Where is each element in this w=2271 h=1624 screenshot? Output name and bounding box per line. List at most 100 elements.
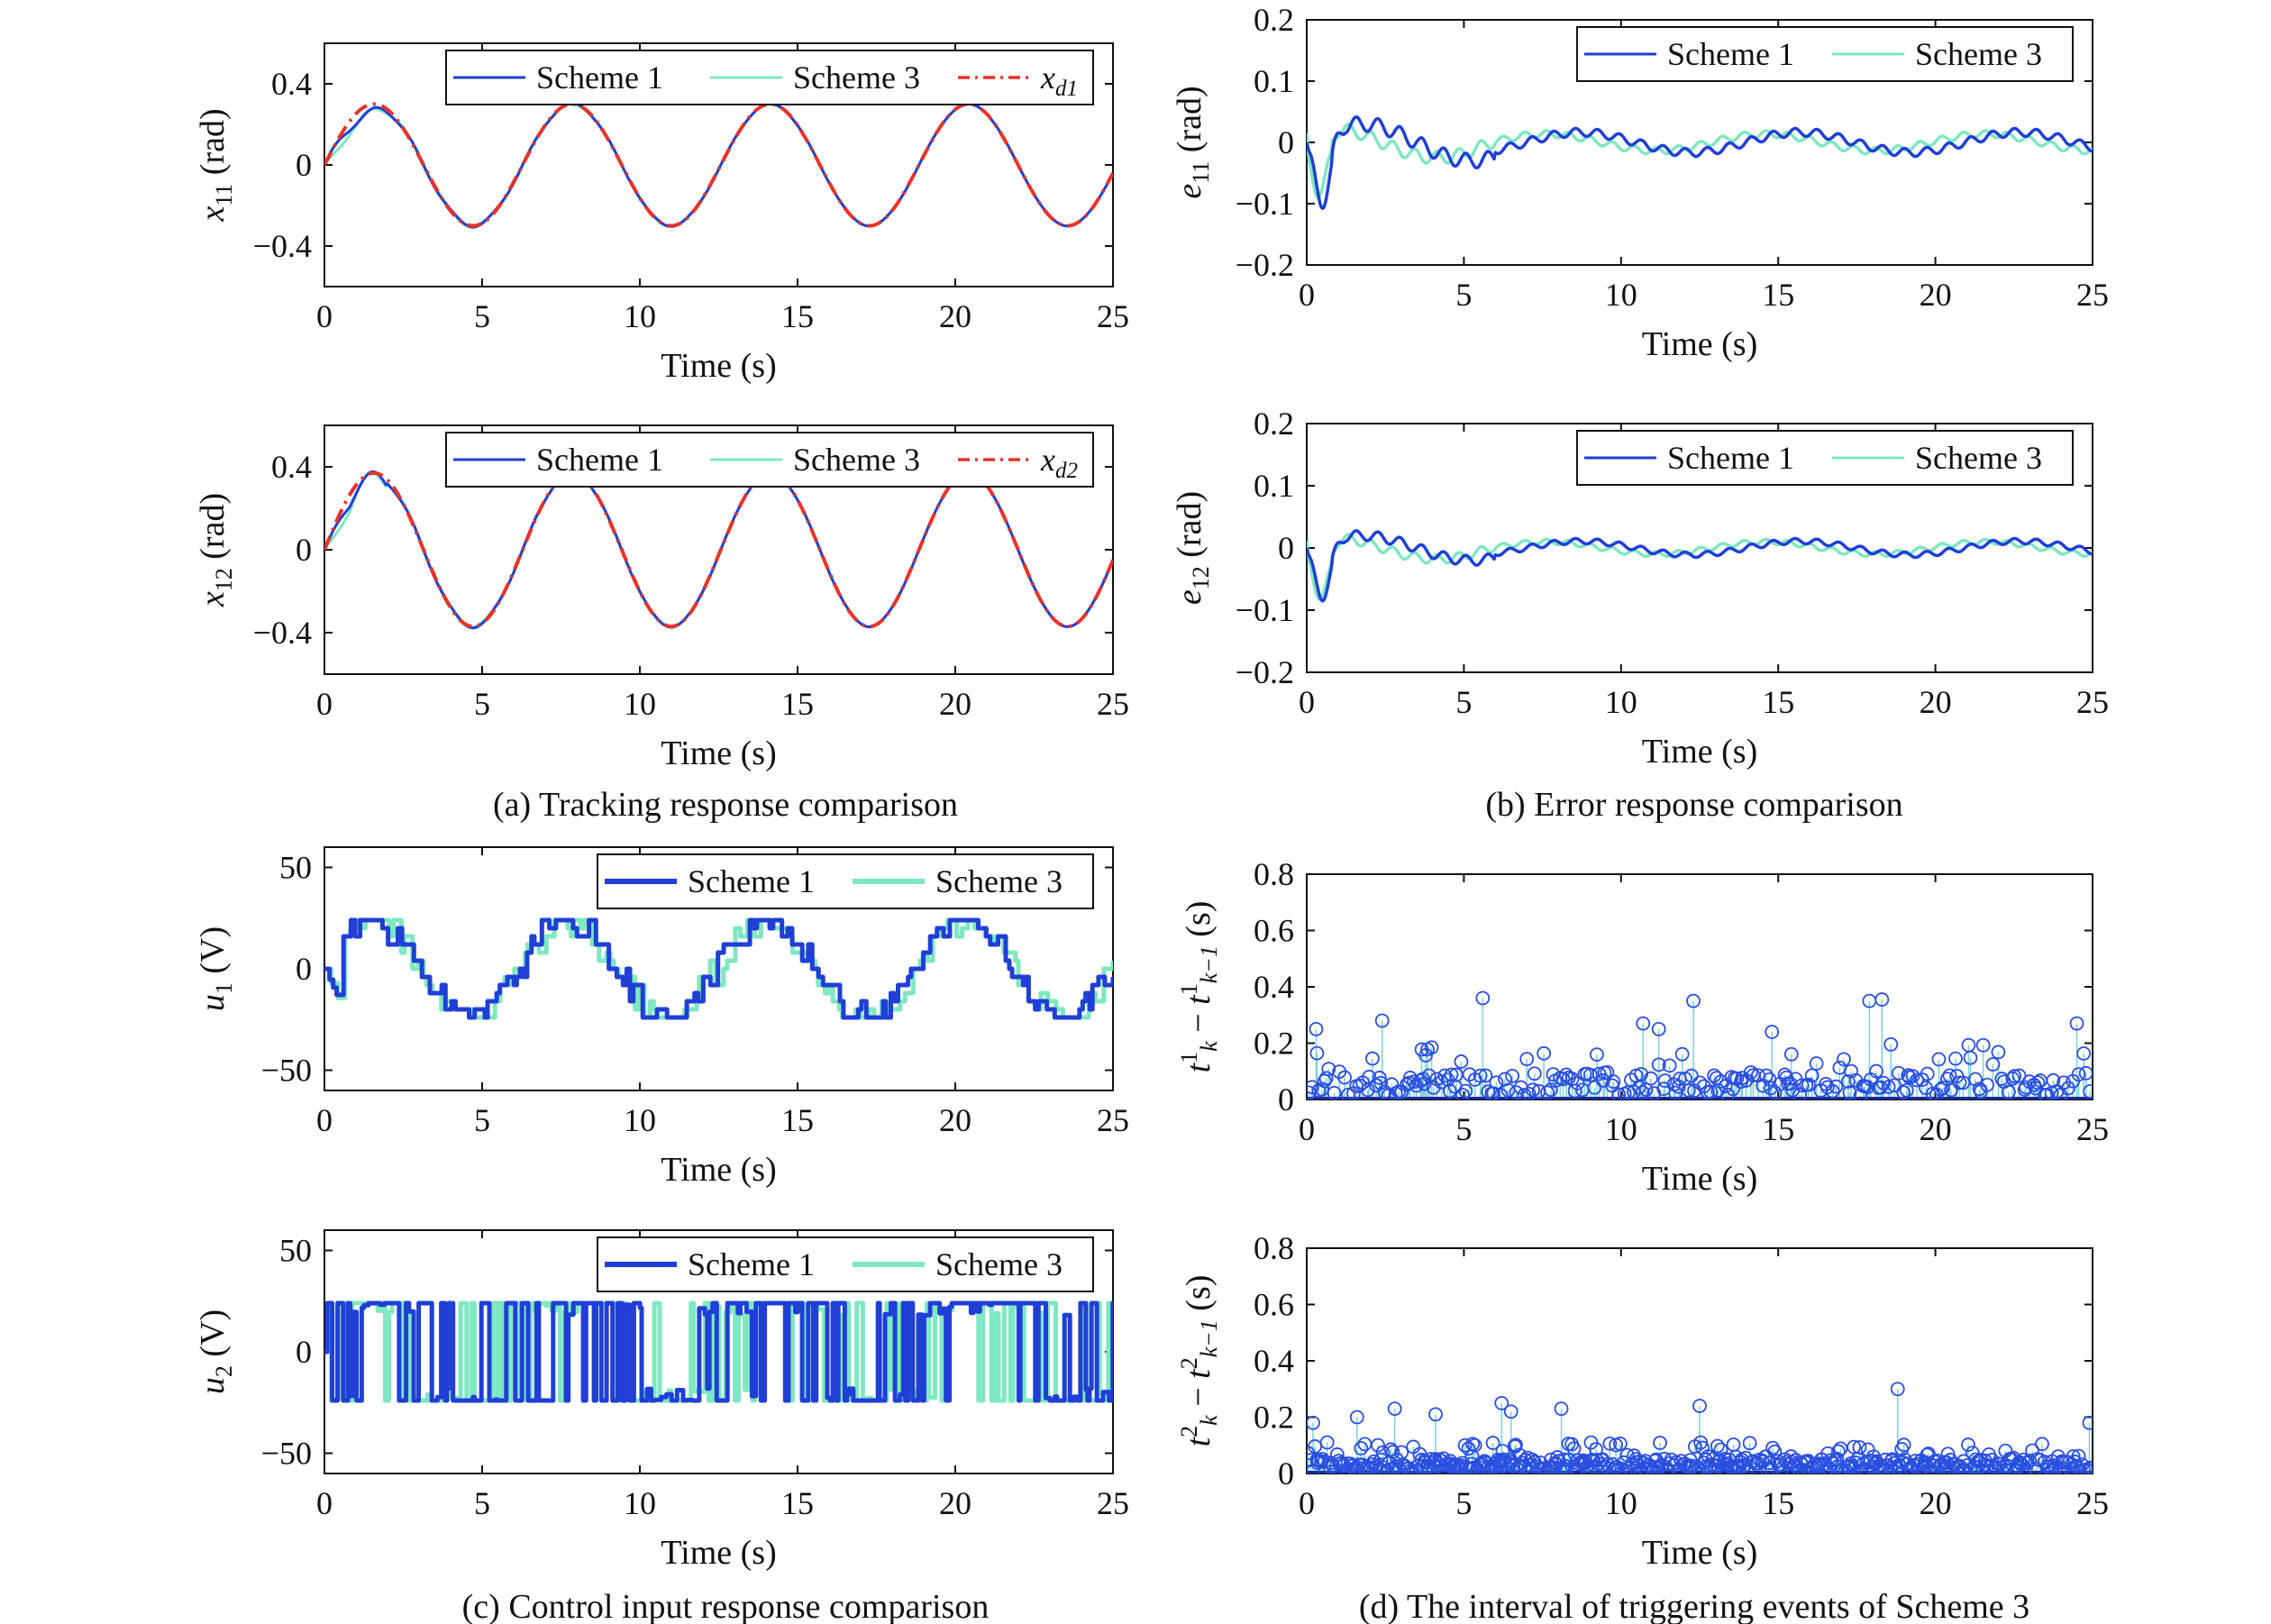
stem-marker [1309,1021,1324,1036]
x-axis-label: Time (s) [661,347,776,385]
x-tick-label: 10 [624,1102,656,1138]
x-tick-label: 15 [1762,1485,1794,1521]
plot-area [1307,990,2093,1099]
stem-marker [1467,1437,1482,1453]
stem-marker [1437,1068,1453,1083]
legend-label: Scheme 3 [935,863,1063,899]
stem-marker [2083,1084,2093,1099]
series-line-x-d1 [324,102,1113,228]
x-tick-label: 20 [939,298,971,334]
stem-marker [1743,1065,1758,1080]
stem-marker [1853,1088,1868,1099]
stem-marker [1387,1401,1402,1417]
stem-marker [1537,1045,1552,1061]
legend: Scheme 1 Scheme 3 [597,853,1094,909]
y-tick-label: 0 [1278,1081,1294,1118]
stem-marker [1910,1072,1925,1088]
stem-marker [1494,1395,1509,1410]
caption-a: (a) Tracking response comparison [493,786,958,824]
stem-marker [2069,1016,2084,1031]
x-tick-label: 15 [1762,1111,1794,1147]
stem-marker [1486,1086,1501,1099]
stem-marker [1804,1068,1820,1083]
stem-marker [1417,1076,1432,1091]
legend: Scheme 1 Scheme 3 xd1 [445,50,1094,105]
stem-marker [1729,1071,1745,1086]
stem-marker [1526,1082,1540,1098]
stem-marker [1783,1449,1799,1464]
x-tick-label: 20 [939,686,971,722]
y-tick-label: 50 [279,850,312,886]
y-tick-label: −0.2 [1236,247,1294,283]
x-tick-label: 15 [1762,277,1794,313]
stem-marker [1980,1077,1994,1092]
x-tick-label: 10 [624,686,656,722]
stem-marker [2071,1067,2086,1082]
y-tick-label: 0.4 [271,66,312,102]
stem-marker [1713,1442,1728,1457]
y-axis-label: u2 (V) [194,1309,237,1394]
stem-marker [1455,1088,1470,1099]
stem-marker [2018,1462,2033,1473]
caption-d: (d) The interval of triggering events of… [1359,1588,2029,1624]
y-tick-label: 0.2 [1254,1026,1294,1062]
plot-area [324,917,1113,1020]
x-tick-label: 25 [1097,298,1129,334]
stem-marker [1932,1458,1947,1473]
y-tick-label: −0.4 [253,615,312,651]
stem-marker [1454,1054,1469,1069]
y-tick-label: 0 [296,147,312,183]
y-tick-label: 50 [279,1233,312,1269]
stem-marker [1400,1077,1414,1092]
stem-marker [1686,993,1701,1008]
stem-marker [1559,1462,1574,1473]
x-tick-label: 10 [624,298,656,334]
stem-marker [1407,1074,1421,1090]
stem-marker [1587,1080,1602,1095]
stem-marker [1890,1382,1905,1397]
stem-marker [1489,1075,1504,1090]
stem-marker [1473,1456,1488,1472]
stem-marker [1372,1071,1387,1085]
chart-e11: 0 5 10 15 20 25 −0.2 −0.1 0 0.1 0.2 Time (s) e11 (ra… [1171,2,2109,363]
stem-marker [1842,1085,1857,1099]
plot-area [324,470,1113,630]
stem-marker [1365,1051,1380,1066]
stem-marker [1373,1452,1389,1467]
stem-marker [1829,1079,1844,1094]
stem-marker [1377,1084,1392,1099]
legend-label: Scheme 3 [935,1246,1063,1282]
legend: Scheme 1 Scheme 3 xd2 [445,432,1094,488]
stem-marker [1428,1407,1443,1422]
y-tick-label: −50 [261,1053,312,1089]
stem-marker [1681,1083,1696,1098]
caption-c: (c) Control input response comparison [462,1588,990,1624]
stem-marker [1505,1068,1520,1083]
x-tick-label: 25 [2076,684,2109,720]
stem-marker [1651,1057,1666,1072]
stem-marker [1796,1463,1811,1473]
legend-label: Scheme 1 [688,863,815,899]
stem-marker [1327,1085,1342,1099]
legend-label: Scheme 1 [536,59,663,96]
stem-marker [1837,1052,1851,1067]
x-tick-label: 20 [1920,684,1952,720]
stem-marker [1506,1458,1520,1473]
stem-marker [1852,1440,1867,1455]
stem-marker [1478,1068,1493,1083]
stem-marker [1840,1074,1856,1089]
x-tick-label: 15 [1762,684,1794,720]
stem-marker [1421,1068,1436,1083]
y-tick-label: 0 [296,951,312,987]
y-tick-label: −50 [261,1436,312,1472]
stem-marker [1881,1080,1896,1094]
plot-frame [1306,873,2093,1100]
legend-label: Scheme 1 [536,442,663,478]
stem-marker [1555,1072,1571,1087]
legend-label: Scheme 3 [793,59,920,96]
stem-marker [1473,1068,1488,1083]
legend-box [1576,430,2074,486]
x-tick-label: 10 [1605,684,1637,720]
stem-marker [1905,1069,1920,1083]
stem-marker [1384,1077,1400,1092]
